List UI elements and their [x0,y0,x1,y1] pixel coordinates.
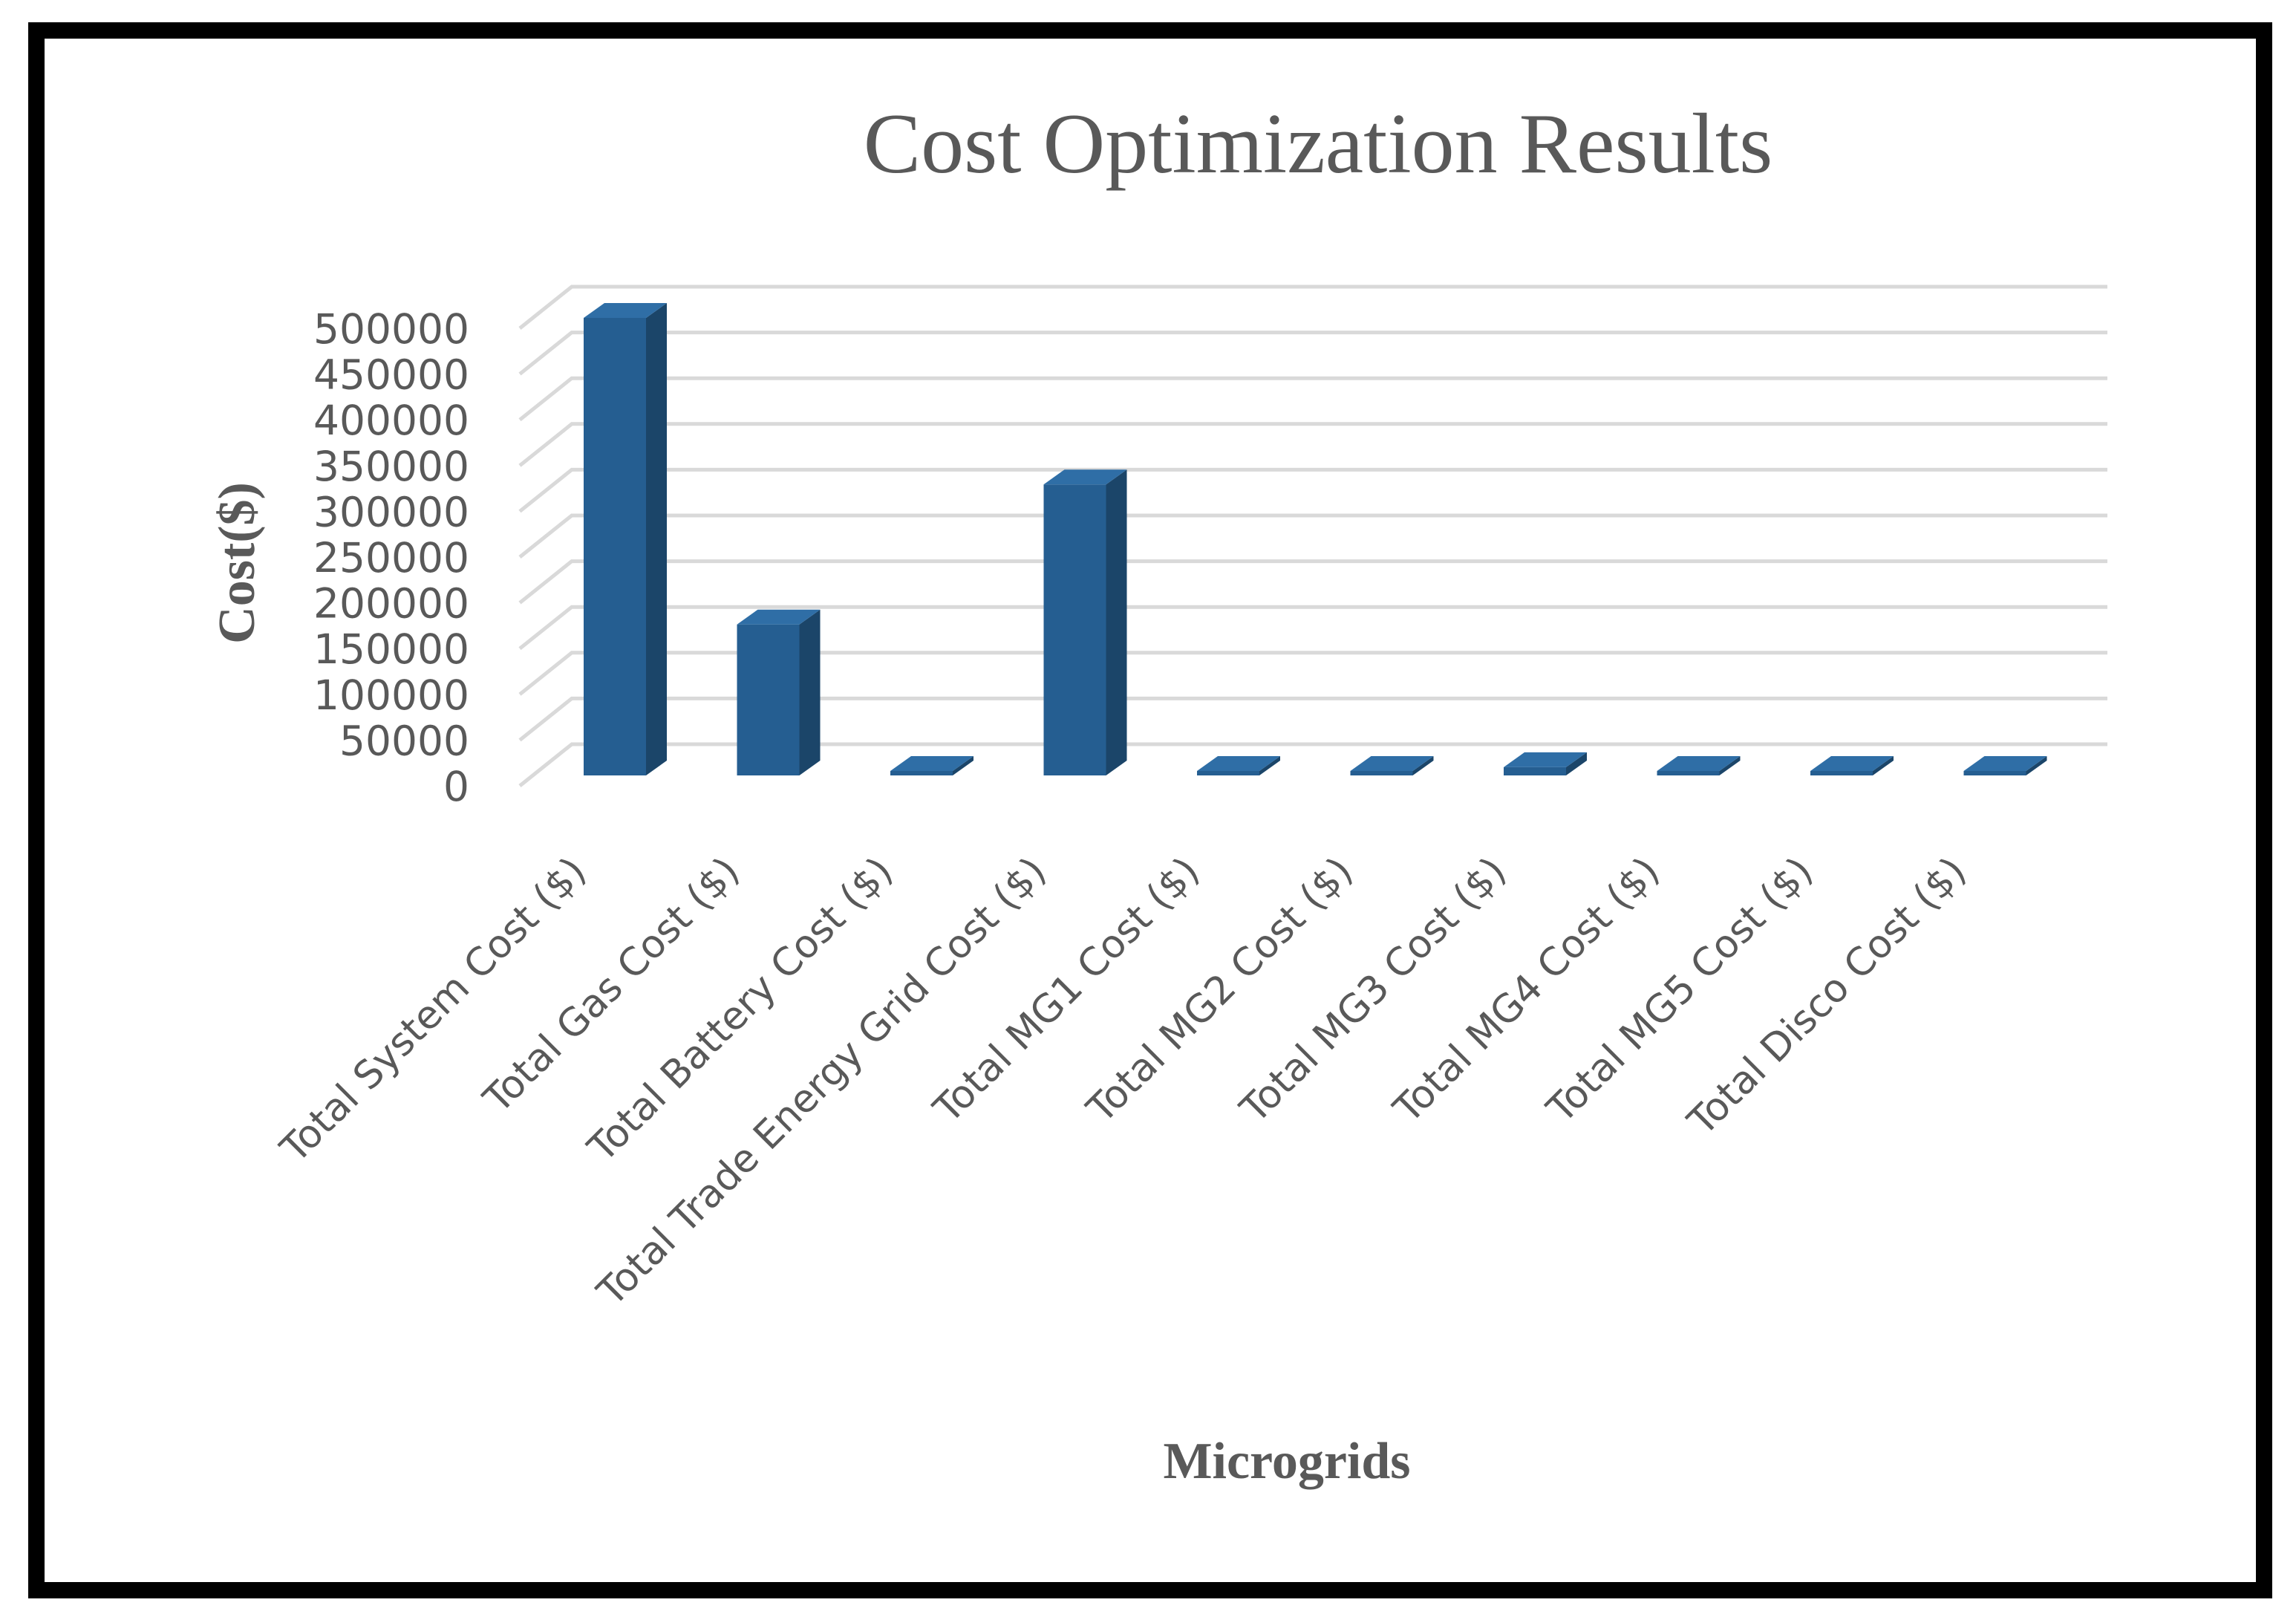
bar [1043,469,1127,775]
bar-top [1197,756,1280,771]
y-axis-title: Cost($) [209,482,266,644]
bar-side [1719,756,1741,775]
bar-side [1106,469,1127,775]
bar-front [1963,771,2026,775]
grid-line [518,467,2107,513]
bar [1810,756,1894,775]
bars [584,303,2047,775]
x-category-label: Total Gas Cost ($) [475,849,749,1122]
y-tick-label: 350000 [313,443,469,490]
bar-front [1043,484,1106,775]
bar-side [1259,756,1280,775]
bar-front [890,771,953,775]
x-category-label: Total Disco Cost ($) [1679,849,1974,1145]
bar-front [1504,767,1566,775]
chart-title: Cost Optimization Results [864,97,1772,192]
x-axis-title: Microgrids [1163,1433,1410,1490]
bar-top [890,756,973,771]
bar-side [1566,752,1587,775]
y-axis-ticks: 0500001000001500002000002500003000003500… [313,305,469,810]
bar-side [953,756,973,775]
bar [1504,752,1587,775]
y-tick-label: 150000 [313,625,469,673]
y-tick-label: 450000 [313,351,469,399]
bar-front [1350,771,1413,775]
bar-front [1197,771,1259,775]
x-category-label: Total MG2 Cost ($) [1078,849,1362,1133]
grid-lines [518,284,2107,787]
grid-line [518,376,2107,422]
bar [1197,756,1280,775]
x-category-label: Total MG5 Cost ($) [1539,849,1822,1133]
y-tick-label: 100000 [313,671,469,719]
y-tick-label: 500000 [313,305,469,353]
bar-top [584,303,667,318]
bar [1350,756,1434,775]
grid-line [518,559,2107,605]
grid-line [518,651,2107,696]
bar [1657,756,1741,775]
bar [1963,756,2047,775]
x-category-label: Total MG1 Cost ($) [925,849,1209,1133]
bar-top [1963,756,2047,771]
bar [584,303,667,775]
grid-line [518,422,2107,467]
grid-line [518,513,2107,559]
y-tick-label: 250000 [313,534,469,582]
x-category-label: Total MG3 Cost ($) [1232,849,1516,1133]
x-category-label: Total System Cost ($) [272,849,595,1172]
y-tick-label: 0 [443,763,469,810]
bar-top [1657,756,1741,771]
bar-front [1810,771,1873,775]
x-category-label: Total MG4 Cost ($) [1385,849,1669,1133]
bar [737,609,821,775]
bar-side [1873,756,1894,775]
bar-side [799,609,821,775]
y-tick-label: 50000 [339,717,469,764]
bar-front [584,318,646,775]
bar-top [737,609,821,625]
bar-top [1350,756,1434,771]
grid-line [518,742,2107,787]
bar-front [737,624,800,775]
bar-top [1810,756,1894,771]
grid-line [518,331,2107,376]
y-tick-label: 300000 [313,488,469,536]
bar-side [646,303,667,775]
bar-front [1657,771,1720,775]
y-tick-label: 200000 [313,580,469,628]
bar-side [1412,756,1434,775]
x-axis-category-labels: Total System Cost ($)Total Gas Cost ($)T… [272,849,1975,1315]
bar-top [1504,752,1587,767]
y-tick-label: 400000 [313,397,469,444]
bar-top [1043,469,1127,485]
grid-line [518,284,2107,330]
bar-side [2026,756,2047,775]
x-category-label: Total Battery Cost ($) [579,849,901,1171]
grid-line [518,696,2107,742]
bar [890,756,973,775]
grid-line [518,605,2107,651]
